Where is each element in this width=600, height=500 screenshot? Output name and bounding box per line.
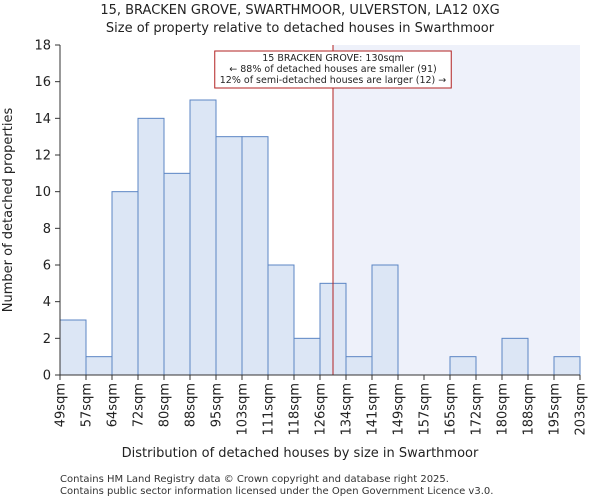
x-tick-label: 57sqm <box>80 383 95 427</box>
histogram-bar <box>267 264 295 376</box>
highlight-layer <box>333 45 580 375</box>
y-tick-label: 2 <box>43 332 51 347</box>
histogram-bar <box>293 337 321 376</box>
annotation-line-2: ← 88% of detached houses are smaller (91… <box>229 64 436 75</box>
histogram-bar <box>163 172 191 376</box>
histogram-bar <box>111 191 139 376</box>
histogram-bar <box>371 264 399 376</box>
y-axis-label: Number of detached properties <box>1 108 16 313</box>
y-tick-label: 18 <box>34 39 51 54</box>
histogram-bar <box>501 337 529 376</box>
x-tick-label: 49sqm <box>54 383 69 427</box>
x-tick-label: 72sqm <box>132 383 147 427</box>
bars-layer <box>59 99 581 376</box>
x-tick-label: 141sqm <box>366 383 381 436</box>
x-tick-label: 188sqm <box>522 383 537 436</box>
histogram-bar <box>241 136 269 376</box>
x-tick-label: 180sqm <box>496 383 511 436</box>
x-tick-label: 95sqm <box>210 383 225 427</box>
histogram-bar <box>59 319 87 376</box>
x-tick-label: 195sqm <box>548 383 563 436</box>
x-tick-label: 118sqm <box>288 383 303 436</box>
histogram-bar <box>189 99 217 376</box>
footer-line-1: Contains HM Land Registry data © Crown c… <box>60 474 449 485</box>
x-tick-label: 64sqm <box>106 383 121 427</box>
x-tick-label: 80sqm <box>158 383 173 427</box>
larger-region-shading <box>333 45 580 375</box>
histogram-bar <box>137 117 165 376</box>
y-tick-label: 0 <box>43 369 51 384</box>
histogram-bar <box>345 356 373 376</box>
x-tick-label: 157sqm <box>418 383 433 436</box>
y-tick-label: 6 <box>43 259 51 274</box>
x-tick-label: 134sqm <box>340 383 355 436</box>
x-tick-label: 165sqm <box>444 383 459 436</box>
y-tick-label: 10 <box>34 185 51 200</box>
x-tick-label: 203sqm <box>574 383 589 436</box>
y-tick-label: 12 <box>34 149 51 164</box>
x-ticks: 49sqm 57sqm 64sqm 72sqm 80sqm 88sqm 95sqm 103sq… <box>54 375 589 436</box>
y-ticks: 0 2 4 6 8 10 12 14 16 18 <box>34 39 60 384</box>
annotation-box: 15 BRACKEN GROVE: 130sqm ← 88% of detach… <box>214 50 452 89</box>
footer-line-2: Contains public sector information licen… <box>60 486 493 497</box>
y-tick-label: 4 <box>43 295 51 310</box>
x-tick-label: 172sqm <box>470 383 485 436</box>
histogram-bar <box>553 356 581 376</box>
x-tick-label: 88sqm <box>184 383 199 427</box>
annotation-frame <box>214 50 452 89</box>
chart-subtitle: Size of property relative to detached ho… <box>106 21 495 36</box>
histogram-bar <box>215 136 243 376</box>
annotation-line-1: 15 BRACKEN GROVE: 130sqm <box>262 53 404 64</box>
y-tick-label: 16 <box>34 75 51 90</box>
chart-title: 15, BRACKEN GROVE, SWARTHMOOR, ULVERSTON… <box>100 3 499 18</box>
x-tick-label: 126sqm <box>314 383 329 436</box>
histogram-bar <box>449 356 477 376</box>
x-tick-label: 103sqm <box>236 383 251 436</box>
x-tick-label: 149sqm <box>392 383 407 436</box>
y-tick-label: 14 <box>34 112 51 127</box>
annotation-line-3: 12% of semi-detached houses are larger (… <box>220 75 447 86</box>
x-axis-label: Distribution of detached houses by size … <box>122 446 479 461</box>
x-tick-label: 111sqm <box>262 383 277 436</box>
y-tick-label: 8 <box>43 222 51 237</box>
histogram-bar <box>85 356 113 376</box>
